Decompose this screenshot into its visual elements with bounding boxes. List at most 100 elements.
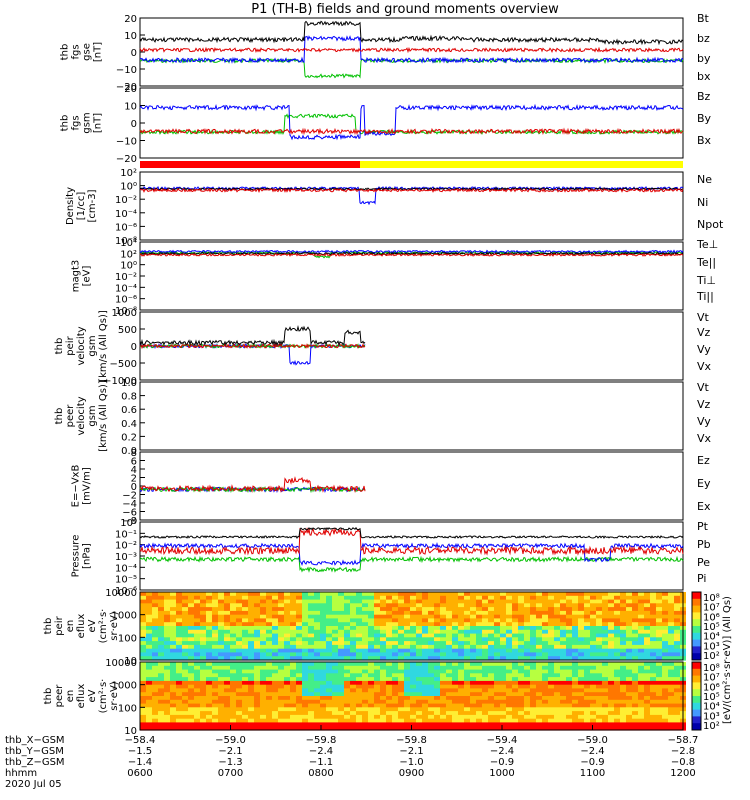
spectrogram-cell <box>350 662 356 667</box>
spectrogram-cell <box>440 644 446 650</box>
spectrogram-cell <box>200 626 206 631</box>
spectrogram-cell <box>458 644 464 650</box>
spectrogram-cell <box>530 680 536 686</box>
spectrogram-cell <box>644 707 650 712</box>
spectrogram-cell <box>608 714 614 720</box>
spectrogram-cell <box>650 688 656 693</box>
spectrogram-cell <box>326 714 332 720</box>
spectrogram-cell <box>656 637 662 642</box>
spectrogram-cell <box>494 714 500 720</box>
spectrogram-cell <box>464 622 470 627</box>
spectrogram-cell <box>296 637 302 642</box>
spectrogram-cell <box>236 711 242 716</box>
spectrogram-cell <box>206 644 212 650</box>
spectrogram-cell <box>152 680 158 686</box>
spectrogram-cell <box>380 610 386 616</box>
spectrogram-cell <box>164 622 170 627</box>
spectrogram-cell <box>434 607 440 612</box>
spectrogram-cell <box>632 610 638 616</box>
spectrogram-cell <box>410 718 416 724</box>
spectrogram-cell <box>626 684 632 690</box>
x-tick-label: −59.0 <box>215 735 246 746</box>
spectrogram-cell <box>248 599 254 604</box>
spectrogram-cell <box>410 684 416 690</box>
spectrogram-cell <box>410 726 416 731</box>
spectrogram-cell <box>266 603 272 608</box>
spectrogram-cell <box>638 610 644 616</box>
spectrogram-cell <box>554 603 560 608</box>
spectrogram-cell <box>380 711 386 716</box>
spectrogram-cell <box>158 622 164 627</box>
spectrogram-cell <box>308 669 314 674</box>
spectrogram-cell <box>596 637 602 642</box>
spectrogram-cell <box>554 726 560 731</box>
spectrogram-cell <box>386 680 392 686</box>
spectrogram-cell <box>446 662 452 667</box>
spectrogram-cell <box>398 699 404 705</box>
spectrogram-cell <box>470 641 476 646</box>
colorbar-segment <box>692 592 701 600</box>
spectrogram-cell <box>662 684 668 690</box>
spectrogram-cell <box>200 592 206 597</box>
spectrogram-cell <box>626 722 632 727</box>
spectrogram-cell <box>158 652 164 657</box>
figure-title: P1 (TH-B) fields and ground moments over… <box>251 2 559 17</box>
spectrogram-cell <box>194 692 200 697</box>
data-line <box>139 103 684 141</box>
spectrogram-cell <box>596 595 602 601</box>
spectrogram-cell <box>662 711 668 716</box>
spectrogram-cell <box>290 673 296 678</box>
spectrogram-cell <box>284 607 290 612</box>
spectrogram-cell <box>512 684 518 690</box>
spectrogram-cell <box>560 607 566 612</box>
spectrogram-cell <box>272 696 278 701</box>
spectrogram-cell <box>524 633 530 638</box>
spectrogram-cell <box>536 673 542 678</box>
spectrogram-cell <box>452 665 458 671</box>
spectrogram-cell <box>590 629 596 635</box>
spectrogram-cell <box>512 656 518 661</box>
spectrogram-cell <box>668 592 674 597</box>
spectrogram-cell <box>674 641 680 646</box>
spectrogram-cell <box>440 641 446 646</box>
spectrogram-cell <box>350 629 356 635</box>
spectrogram-cell <box>554 622 560 627</box>
spectrogram-cell <box>212 595 218 601</box>
spectrogram-cell <box>470 629 476 635</box>
spectrogram-cell <box>392 699 398 705</box>
spectrogram-cell <box>332 662 338 667</box>
y-tick-label: 10000 <box>105 658 137 669</box>
spectrogram-cell <box>368 718 374 724</box>
colorbar-segment <box>692 646 701 654</box>
spectrogram-cell <box>398 595 404 601</box>
spectrogram-cell <box>422 644 428 650</box>
spectrogram-cell <box>566 665 572 671</box>
spectrogram-cell <box>440 633 446 638</box>
spectrogram-cell <box>572 669 578 674</box>
legend-entry: bz <box>697 32 710 45</box>
spectrogram-cell <box>644 614 650 620</box>
spectrogram-cell <box>284 637 290 642</box>
spectrogram-cell <box>320 622 326 627</box>
spectrogram-cell <box>200 641 206 646</box>
spectrogram-cell <box>230 688 236 693</box>
colorbar-tick-label: 10⁴ <box>703 702 720 713</box>
spectrogram-cell <box>374 692 380 697</box>
spectrogram-cell <box>314 669 320 674</box>
spectrogram-cell <box>344 648 350 654</box>
spectrogram-cell <box>416 662 422 667</box>
spectrogram-cell <box>308 637 314 642</box>
spectrogram-cell <box>464 618 470 623</box>
spectrogram-cell <box>530 711 536 716</box>
spectrogram-cell <box>482 607 488 612</box>
spectrogram-cell <box>344 699 350 705</box>
spectrogram-cell <box>626 641 632 646</box>
spectrogram-cell <box>212 610 218 616</box>
spectrogram-cell <box>482 626 488 631</box>
spectrogram-cell <box>176 711 182 716</box>
spectrogram-cell <box>476 603 482 608</box>
spectrogram-cell <box>428 629 434 635</box>
spectrogram-cell <box>338 680 344 686</box>
spectrogram-cell <box>374 726 380 731</box>
spectrogram-cell <box>362 614 368 620</box>
